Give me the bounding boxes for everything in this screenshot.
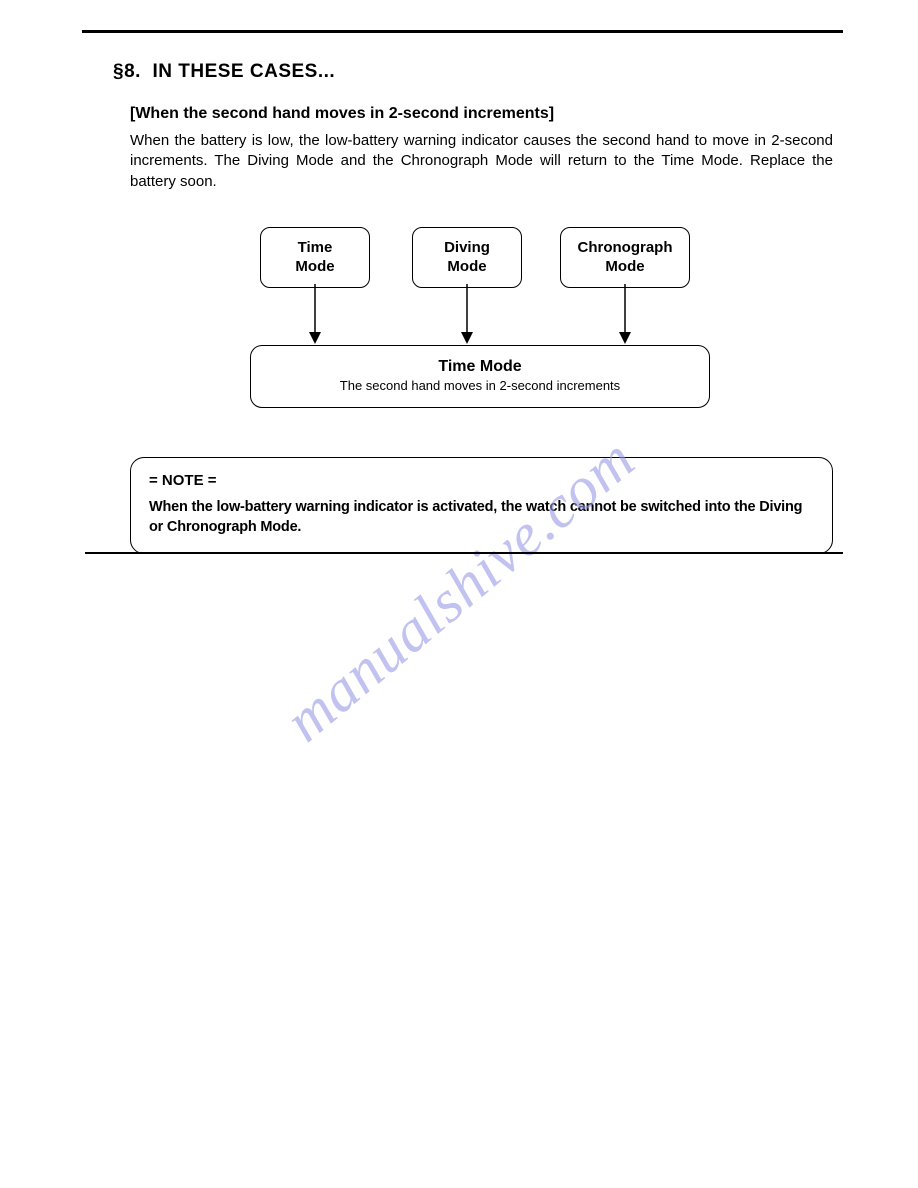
subsection-title: [When the second hand moves in 2-second … [130,105,843,123]
bottom-rule [85,552,843,554]
result-title: Time Mode [271,358,689,376]
node-label-line2: Mode [295,258,334,275]
section-title-text: IN THESE CASES... [152,61,335,82]
node-diving-mode: Diving Mode [412,227,522,288]
note-box: = NOTE = When the low-battery warning in… [130,457,833,555]
node-label-line2: Mode [605,258,644,275]
section-number: §8. [113,61,141,82]
node-chronograph-mode: Chronograph Mode [560,227,690,288]
arrow-diving-to-result [459,284,475,344]
result-subtitle: The second hand moves in 2-second increm… [271,378,689,393]
arrow-chrono-to-result [617,284,633,344]
note-label: = NOTE = [149,472,814,489]
body-text: When the battery is low, the low-battery… [130,131,833,192]
note-text: When the low-battery warning indicator i… [149,497,814,538]
arrow-time-to-result [307,284,323,344]
node-label-line2: Mode [447,258,486,275]
node-label-line1: Chronograph [578,239,673,256]
mode-diagram: Time Mode Diving Mode Chronograph Mode T… [130,227,833,427]
node-label-line1: Diving [444,239,490,256]
section-title: §8. IN THESE CASES... [113,61,843,83]
node-time-mode: Time Mode [260,227,370,288]
result-box: Time Mode The second hand moves in 2-sec… [250,345,710,408]
node-label-line1: Time [298,239,333,256]
top-rule [82,30,843,33]
